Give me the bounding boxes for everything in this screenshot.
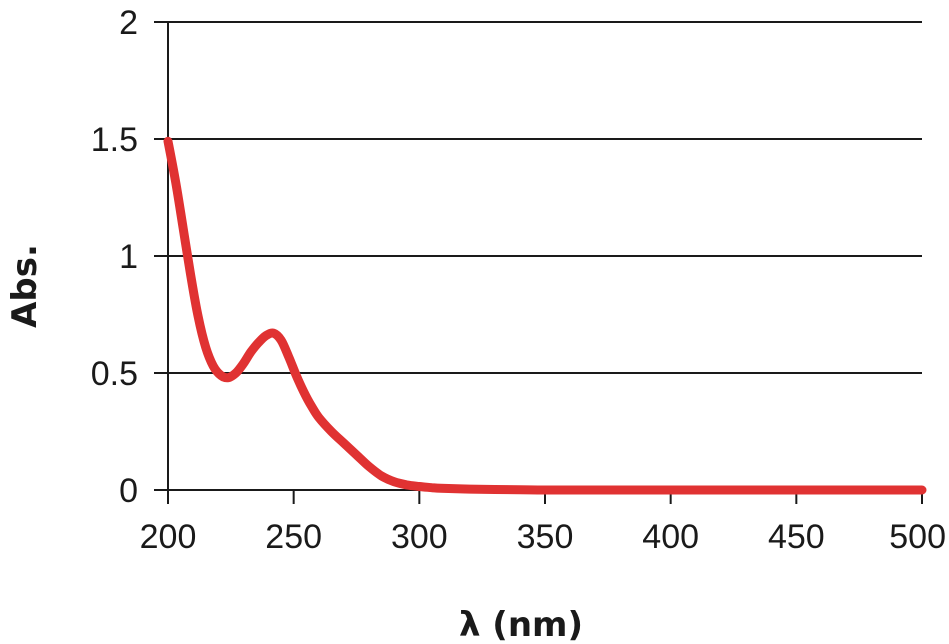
y-tick-label: 2 [119,4,138,42]
x-tick-label: 350 [517,518,574,556]
x-tick-label: 500 [889,518,946,556]
x-tick-label: 450 [768,518,825,556]
y-tick-label: 1.5 [91,121,138,159]
y-axis-label: Abs. [5,244,45,328]
x-tick-label: 300 [391,518,448,556]
x-tick-labels: 200 250 300 350 400 450 500 [140,490,946,556]
y-tick-label: 0.5 [91,355,138,393]
y-tick-label: 1 [119,238,138,276]
series-line [163,136,927,495]
y-tick-labels: 0 0.5 1 1.5 2 [91,4,138,510]
x-tick-label: 400 [642,518,699,556]
x-tick-label: 200 [140,518,197,556]
y-tick-label: 0 [119,472,138,510]
x-tick-label: 250 [265,518,322,556]
x-axis-label: λ (nm) [459,605,583,644]
gridlines [154,21,922,491]
